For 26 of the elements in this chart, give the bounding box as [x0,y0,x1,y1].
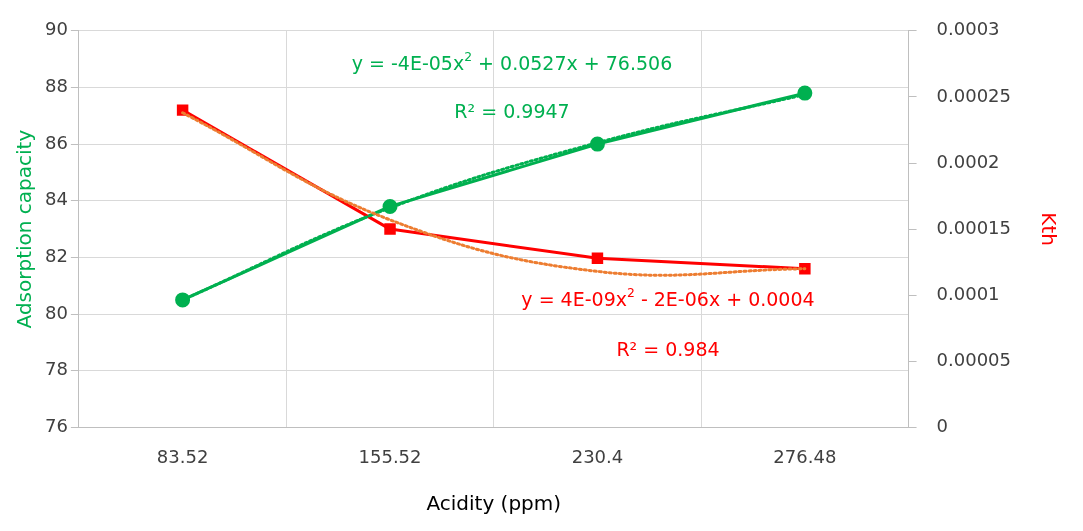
y-tick-label: 78 [45,358,68,380]
y-tick-label: 86 [45,131,68,153]
y2-tick-label: 0.0001 [936,282,1000,304]
annotation: R² = 0.9947 [454,100,570,122]
x-tick-label: 230.4 [571,445,624,467]
y-tick-label: 90 [45,18,68,40]
y2-tick-label: 0.00025 [936,84,1011,106]
y-tick-label: 84 [45,188,68,210]
y-tick-label: 80 [45,301,68,323]
x-tick-label: 276.48 [773,445,837,467]
annotation: R² = 0.984 [616,338,720,360]
y-axis-title: Adsorption capacity [12,129,37,329]
y-tick-label: 88 [45,75,68,97]
x-tick-label: 83.52 [156,445,209,467]
y-tick-label: 82 [45,245,68,267]
y2-tick-label: 0.0002 [936,150,1000,172]
point [384,223,396,235]
y2-tick-label: 0.0003 [936,18,1000,40]
y2-tick-label: 0 [936,415,949,437]
y-tick-label: 76 [45,415,68,437]
y2-tick-label: 0.00015 [936,216,1011,238]
x-tick-label: 155.52 [358,445,422,467]
y2-axis-title: Kth [1036,212,1061,246]
x-axis-title: Acidity (ppm) [426,491,562,516]
point [591,252,604,264]
y2-tick-label: 0.00005 [936,348,1011,370]
